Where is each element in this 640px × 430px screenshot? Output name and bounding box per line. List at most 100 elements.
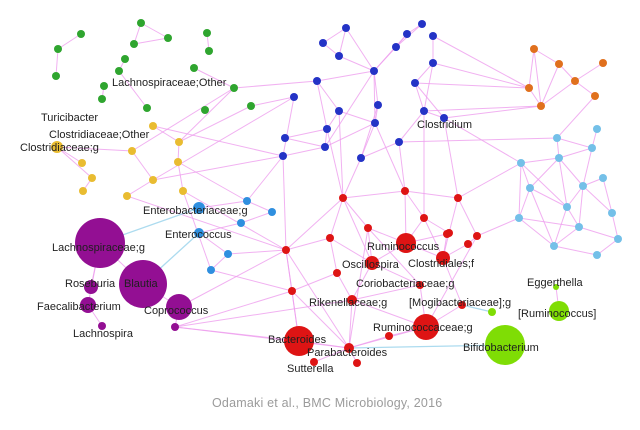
node-taxon-32 xyxy=(429,32,437,40)
node-ruminococcus xyxy=(396,233,416,253)
node-blautia xyxy=(119,260,167,308)
network-edge xyxy=(338,55,375,72)
network-edge xyxy=(457,162,522,199)
node-enterobacteriaceae-g xyxy=(193,202,205,214)
network-edge xyxy=(540,63,560,107)
network-edge xyxy=(404,190,459,199)
node-taxon-4 xyxy=(130,40,138,48)
node-clostridiales-f xyxy=(436,251,450,265)
network-edge xyxy=(423,217,450,234)
network-edge xyxy=(57,33,82,50)
network-edge xyxy=(338,110,376,124)
network-edge xyxy=(566,185,584,208)
node-label-clostridiaceae-other: Clostridiaceae;Other xyxy=(49,129,150,141)
node-taxon-5 xyxy=(164,34,172,42)
node-taxon-103 xyxy=(353,359,361,367)
network-edge xyxy=(316,70,375,82)
node-taxon-52 xyxy=(268,208,276,216)
node-taxon-64 xyxy=(593,125,601,133)
network-edge xyxy=(351,284,421,301)
node-taxon-60 xyxy=(571,77,579,85)
network-edge xyxy=(371,262,421,286)
node-label-clostridiales-f: Clostridiales;f xyxy=(408,258,475,270)
network-edge xyxy=(528,48,535,89)
network-edge xyxy=(520,162,568,208)
network-edge xyxy=(432,62,530,89)
network-edge xyxy=(529,187,568,208)
node-taxon-22 xyxy=(174,158,182,166)
node-roseburia xyxy=(84,280,98,294)
node-taxon-94 xyxy=(288,287,296,295)
node-taxon-20 xyxy=(128,147,136,155)
node-taxon-26 xyxy=(123,192,131,200)
node-ruminococcus-bracket xyxy=(549,301,569,321)
node-taxon-59 xyxy=(599,59,607,67)
node-taxon-1 xyxy=(77,30,85,38)
node-taxon-86 xyxy=(473,232,481,240)
node-taxon-47 xyxy=(357,154,365,162)
node-label-bifidobacterium: Bifidobacterium xyxy=(463,342,539,354)
node-taxon-19 xyxy=(175,138,183,146)
network-edge xyxy=(443,105,542,119)
node-taxon-89 xyxy=(443,230,451,238)
network-edge xyxy=(442,257,463,306)
node-taxon-45 xyxy=(279,152,287,160)
node-parabacteroides xyxy=(344,343,354,353)
network-edge xyxy=(282,146,326,157)
node-label-parabacteroides: Parabacteroides xyxy=(307,347,388,359)
node-taxon-77 xyxy=(550,242,558,250)
node-taxon-42 xyxy=(420,107,428,115)
network-edge xyxy=(520,157,560,164)
network-edge xyxy=(233,80,318,89)
node-taxon-82 xyxy=(420,214,428,222)
network-edge xyxy=(133,37,169,45)
node-taxon-72 xyxy=(563,203,571,211)
network-edge xyxy=(326,128,344,199)
network-edge xyxy=(193,67,235,89)
node-taxon-39 xyxy=(411,79,419,87)
network-edge xyxy=(582,185,613,214)
node-taxon-36 xyxy=(429,59,437,67)
network-edge xyxy=(374,122,406,192)
node-taxon-68 xyxy=(555,154,563,162)
network-edge xyxy=(285,249,350,349)
node-label-ruminococcaceae-g: Ruminococcaceae;g xyxy=(373,322,473,334)
network-edge xyxy=(246,155,284,202)
network-edge xyxy=(178,105,252,143)
network-edge xyxy=(373,46,397,72)
network-edge xyxy=(316,80,340,112)
network-edge xyxy=(602,177,613,214)
node-label-clostridiaceae-g: Clostridiaceae;g xyxy=(20,142,99,154)
network-edge xyxy=(285,197,344,251)
node-taxon-43 xyxy=(371,119,379,127)
node-sutterella xyxy=(310,358,318,366)
network-edge xyxy=(56,146,93,179)
node-taxon-23 xyxy=(88,174,96,182)
network-edge xyxy=(177,161,248,202)
node-coprococcus xyxy=(166,294,192,320)
node-taxon-0 xyxy=(137,19,145,27)
network-edge xyxy=(198,222,242,234)
network-edge xyxy=(342,190,406,199)
node-bifidobacterium xyxy=(485,325,525,365)
node-taxon-6 xyxy=(203,29,211,37)
node-taxon-3 xyxy=(52,72,60,80)
figure-caption: Odamaki et al., BMC Microbiology, 2016 xyxy=(212,396,443,410)
network-edge xyxy=(246,200,273,213)
node-taxon-28 xyxy=(342,24,350,32)
node-taxon-58 xyxy=(555,60,563,68)
network-edge xyxy=(140,22,169,39)
network-edge xyxy=(582,147,593,187)
network-edge xyxy=(227,249,287,255)
network-edge xyxy=(373,70,379,106)
node-taxon-18 xyxy=(149,122,157,130)
node-taxon-10 xyxy=(100,82,108,90)
network-edge xyxy=(461,304,493,313)
network-edge xyxy=(553,226,580,247)
network-edge xyxy=(152,96,295,181)
node-taxon-80 xyxy=(401,187,409,195)
network-edge xyxy=(558,157,584,187)
network-edge xyxy=(126,195,287,251)
node-layer xyxy=(51,19,622,367)
network-edge xyxy=(611,212,619,240)
